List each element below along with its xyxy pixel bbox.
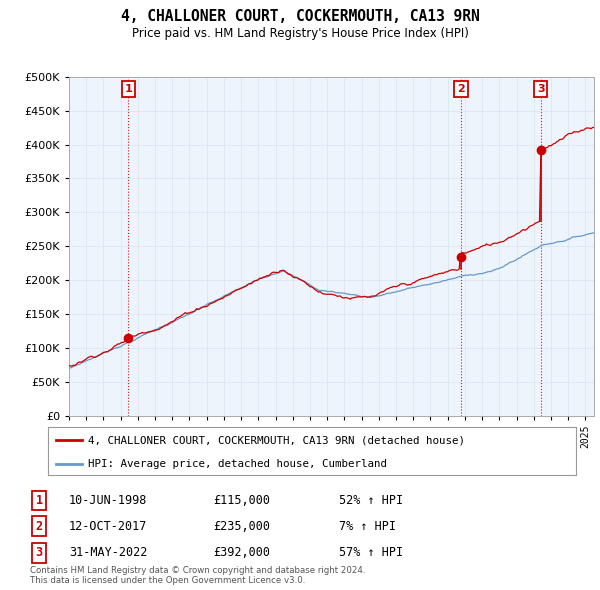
Text: £392,000: £392,000 — [213, 546, 270, 559]
Text: 1: 1 — [35, 494, 43, 507]
Text: 4, CHALLONER COURT, COCKERMOUTH, CA13 9RN: 4, CHALLONER COURT, COCKERMOUTH, CA13 9R… — [121, 9, 479, 24]
Text: HPI: Average price, detached house, Cumberland: HPI: Average price, detached house, Cumb… — [88, 459, 386, 469]
Text: 4, CHALLONER COURT, COCKERMOUTH, CA13 9RN (detached house): 4, CHALLONER COURT, COCKERMOUTH, CA13 9R… — [88, 435, 464, 445]
Text: 2: 2 — [35, 520, 43, 533]
Text: 31-MAY-2022: 31-MAY-2022 — [69, 546, 148, 559]
Text: 57% ↑ HPI: 57% ↑ HPI — [339, 546, 403, 559]
Text: 12-OCT-2017: 12-OCT-2017 — [69, 520, 148, 533]
Text: Price paid vs. HM Land Registry's House Price Index (HPI): Price paid vs. HM Land Registry's House … — [131, 27, 469, 40]
Text: 7% ↑ HPI: 7% ↑ HPI — [339, 520, 396, 533]
Text: Contains HM Land Registry data © Crown copyright and database right 2024.
This d: Contains HM Land Registry data © Crown c… — [30, 566, 365, 585]
Text: 2: 2 — [457, 84, 465, 94]
Text: 10-JUN-1998: 10-JUN-1998 — [69, 494, 148, 507]
Text: 3: 3 — [537, 84, 545, 94]
Text: 1: 1 — [124, 84, 132, 94]
Text: 3: 3 — [35, 546, 43, 559]
Text: £115,000: £115,000 — [213, 494, 270, 507]
Text: 52% ↑ HPI: 52% ↑ HPI — [339, 494, 403, 507]
Text: £235,000: £235,000 — [213, 520, 270, 533]
